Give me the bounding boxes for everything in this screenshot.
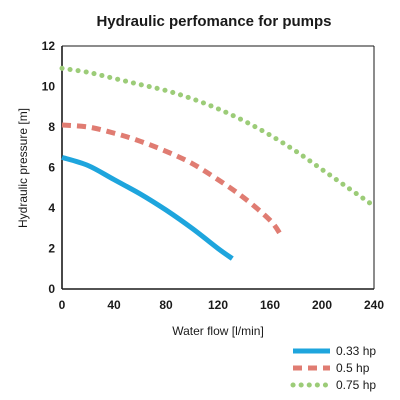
legend-label: 0.33 hp	[336, 344, 376, 358]
y-tick-labels: 0 2 4 6 8 10 12	[42, 39, 56, 296]
x-tick-label: 240	[364, 298, 384, 312]
y-tick-label: 10	[42, 80, 56, 94]
x-tick-label: 0	[59, 298, 66, 312]
x-tick-label: 40	[107, 298, 121, 312]
x-tick-label: 120	[208, 298, 228, 312]
x-tick-labels: 0 40 80 120 160 200 240	[59, 298, 385, 312]
y-tick-label: 12	[42, 39, 56, 53]
legend-label: 0.75 hp	[336, 378, 376, 392]
series-layer	[59, 65, 377, 261]
x-axis-label: Water flow [l/min]	[172, 324, 264, 338]
x-tick-label: 160	[260, 298, 280, 312]
plot-area	[61, 45, 375, 290]
series-line-0-75-hp	[59, 65, 377, 209]
series-line-0-33-hp	[61, 154, 234, 261]
x-tick-label: 80	[159, 298, 173, 312]
legend: 0.33 hp 0.5 hp 0.75 hp	[290, 344, 376, 392]
legend-label: 0.5 hp	[336, 361, 370, 375]
y-tick-label: 2	[48, 242, 55, 256]
y-tick-label: 4	[48, 201, 55, 215]
x-tick-label: 200	[312, 298, 332, 312]
y-tick-label: 6	[48, 161, 55, 175]
series-line-0-5-hp	[61, 122, 283, 236]
y-tick-label: 8	[48, 120, 55, 134]
y-axis-label: Hydraulic pressure [m]	[16, 108, 30, 228]
y-tick-label: 0	[48, 282, 55, 296]
chart-title: Hydraulic perfomance for pumps	[96, 13, 331, 30]
